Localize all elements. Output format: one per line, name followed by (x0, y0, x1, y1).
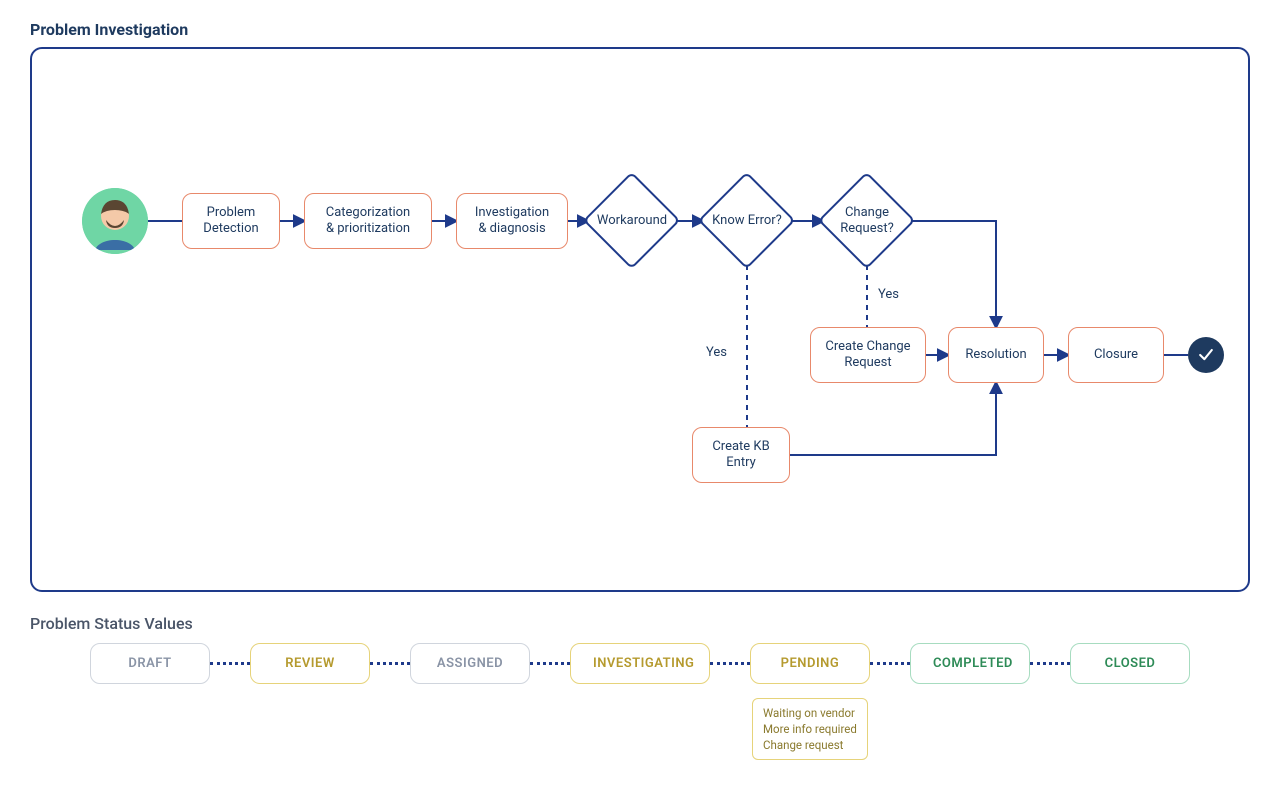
status-pill-draft: DRAFT (90, 643, 210, 684)
diagram-title: Problem Investigation (30, 20, 1250, 39)
status-pill-pending: PENDING (750, 643, 870, 684)
status-pill-completed: COMPLETED (910, 643, 1030, 684)
pending-sub-box: Waiting on vendorMore info requiredChang… (752, 698, 868, 760)
edge-label-changereq-createchange: Yes (878, 287, 899, 302)
pending-sub-container: Waiting on vendorMore info requiredChang… (750, 684, 870, 760)
flow-node-createchange: Create ChangeRequest (810, 327, 926, 383)
avatar-icon (82, 188, 148, 254)
status-row: DRAFT REVIEW ASSIGNED INVESTIGATING PENDING C… (30, 643, 1250, 684)
flow-node-categorize: Categorization& prioritization (304, 193, 432, 249)
edge-changereq-resolution (911, 221, 996, 327)
status-connector (870, 662, 910, 665)
status-pill-investigating: INVESTIGATING (570, 643, 710, 684)
flow-node-investigate: Investigation& diagnosis (456, 193, 568, 249)
flow-diamond-changereq: ChangeRequest? (832, 186, 901, 255)
flow-edges-svg (32, 49, 1248, 590)
status-pill-assigned: ASSIGNED (410, 643, 530, 684)
flow-diamond-knowerror: Know Error? (712, 186, 781, 255)
status-connector (530, 662, 570, 665)
flow-node-createkb: Create KBEntry (692, 427, 790, 483)
edge-createkb-resolution (790, 383, 996, 455)
flow-container: ProblemDetection Categorization& prioriti… (30, 47, 1250, 592)
status-pill-closed: CLOSED (1070, 643, 1190, 684)
flow-node-detect: ProblemDetection (182, 193, 280, 249)
edge-label-knowerror-createkb: Yes (706, 345, 727, 360)
flow-node-resolution: Resolution (948, 327, 1044, 383)
check-icon (1188, 337, 1224, 373)
status-connector (710, 662, 750, 665)
flow-node-closure: Closure (1068, 327, 1164, 383)
status-connector (1030, 662, 1070, 665)
status-section: Problem Status Values DRAFT REVIEW ASSIGNE… (30, 614, 1250, 684)
status-connector (370, 662, 410, 665)
status-connector (210, 662, 250, 665)
status-pill-review: REVIEW (250, 643, 370, 684)
status-title: Problem Status Values (30, 614, 1250, 633)
flow-diamond-workaround: Workaround (597, 186, 666, 255)
